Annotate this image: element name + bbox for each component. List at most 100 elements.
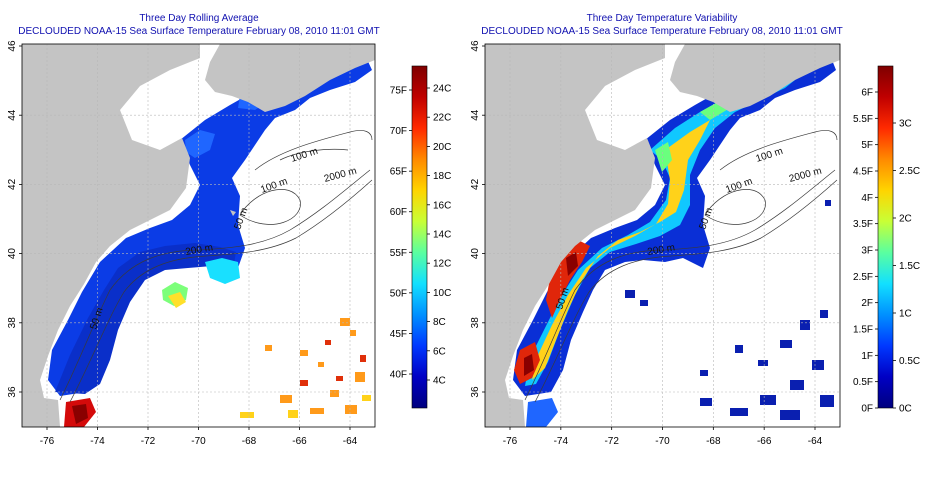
left-lon-label: -68 xyxy=(242,436,257,447)
right-land-nova-scotia xyxy=(670,44,840,112)
left-colorbar-f-label: 50F xyxy=(390,288,407,299)
left-lat-label: 38 xyxy=(7,317,18,329)
right-colorbar-c-label: 0.5C xyxy=(899,356,920,367)
right-lon-label: -68 xyxy=(706,436,721,447)
left-contour-label: 200 m xyxy=(185,242,214,258)
left-lon-label: -64 xyxy=(343,436,358,447)
right-var-hot-core xyxy=(524,252,578,376)
left-colorbar-f-label: 45F xyxy=(390,329,407,340)
left-colorbar-f-label: 40F xyxy=(390,370,407,381)
left-colorbar-f-label: 60F xyxy=(390,207,407,218)
right-lon-label: -72 xyxy=(604,436,619,447)
left-lat-label: 36 xyxy=(7,386,18,398)
right-bathymetry xyxy=(524,130,838,403)
right-lat-axis: 36 38 40 42 44 46 xyxy=(470,40,485,398)
left-sst-offshore-speckle-yellow xyxy=(240,395,371,418)
left-colorbar-c-ticks: 24C 22C 20C 18C 16C 14C 12C 10C 8C 6C 4C xyxy=(427,84,451,387)
right-colorbar-f-label: 1F xyxy=(861,351,873,362)
right-colorbar-f-label: 1.5F xyxy=(853,325,873,336)
left-map: 100 m 2000 m 100 m 50 m 200 m 50 m xyxy=(22,44,375,427)
right-gridlines xyxy=(485,44,840,427)
left-land-mainland xyxy=(22,44,200,427)
left-land-nova-scotia xyxy=(205,44,375,112)
left-lat-label: 40 xyxy=(7,248,18,260)
right-lon-label: -70 xyxy=(655,436,670,447)
left-colorbar-c-label: 20C xyxy=(433,142,451,153)
right-colorbar-f-label: 5.5F xyxy=(853,114,873,125)
left-lon-axis: -76 -74 -72 -70 -68 -66 -64 xyxy=(40,427,358,447)
right-var-high xyxy=(532,120,710,380)
left-colorbar-c-label: 22C xyxy=(433,113,451,124)
right-colorbar-f-label: 6F xyxy=(861,88,873,99)
right-lat-label: 36 xyxy=(470,386,481,398)
right-colorbar-f-label: 3.5F xyxy=(853,219,873,230)
left-sst-gulfstream-core xyxy=(72,404,88,424)
right-colorbar-f-label: 2.5F xyxy=(853,272,873,283)
left-lon-label: -76 xyxy=(40,436,55,447)
right-lon-label: -66 xyxy=(757,436,772,447)
right-subtitle: DECLOUDED NOAA-15 Sea Surface Temperatur… xyxy=(481,26,842,37)
right-colorbar-f-label: 2F xyxy=(861,298,873,309)
left-colorbar-c-label: 6C xyxy=(433,346,446,357)
right-lat-label: 46 xyxy=(470,40,481,52)
right-colorbar-f-label: 4.5F xyxy=(853,167,873,178)
left-colorbar-c-label: 14C xyxy=(433,230,451,241)
right-colorbar: 6F 5.5F 5F 4.5F 4F 3.5F 3F 2.5F 2F 1.5F 1F 0.5F 0F 3… xyxy=(853,65,920,415)
right-colorbar-f-label: 0.5F xyxy=(853,377,873,388)
left-colorbar-f-label: 55F xyxy=(390,248,407,259)
left-sst-deep xyxy=(55,243,236,394)
left-subtitle: DECLOUDED NOAA-15 Sea Surface Temperatur… xyxy=(18,26,379,37)
left-sst-offshore-speckle xyxy=(265,318,365,414)
right-lon-label: -64 xyxy=(808,436,823,447)
right-contour-label: 200 m xyxy=(647,242,676,258)
right-var-gulfstream xyxy=(526,398,558,427)
right-panel: Three Day Temperature Variability DECLOU… xyxy=(470,13,920,447)
right-var-hot xyxy=(514,240,590,384)
left-gridlines xyxy=(22,44,375,427)
right-land-mainland xyxy=(485,44,665,427)
left-bathymetry xyxy=(59,130,373,403)
right-colorbar-c-label: 1.5C xyxy=(899,261,920,272)
right-lon-axis: -76 -74 -72 -70 -68 -66 -64 xyxy=(503,427,823,447)
left-colorbar-f-ticks: 75F 70F 65F 60F 55F 50F 45F 40F xyxy=(390,86,412,381)
right-colorbar-c-label: 2C xyxy=(899,214,912,225)
right-var-mid xyxy=(525,68,805,386)
left-colorbar-f-label: 70F xyxy=(390,126,407,137)
right-lon-label: -74 xyxy=(554,436,569,447)
left-colorbar-c-label: 18C xyxy=(433,171,451,182)
left-lat-axis: 36 38 40 42 44 46 xyxy=(7,40,22,398)
left-colorbar: 75F 70F 65F 60F 55F 50F 45F 40F 24C 22C 20C 18C 16C… xyxy=(390,65,451,409)
left-lon-label: -74 xyxy=(90,436,105,447)
left-colorbar-c-label: 24C xyxy=(433,84,451,95)
right-colorbar-f-label: 5F xyxy=(861,140,873,151)
right-colorbar-c-label: 2.5C xyxy=(899,166,920,177)
right-colorbar-ramp xyxy=(877,65,894,409)
left-sst-warm-patch-2 xyxy=(168,292,186,308)
left-colorbar-c-label: 12C xyxy=(433,259,451,270)
right-var-offshore-speckle xyxy=(625,200,834,420)
left-colorbar-ramp xyxy=(411,65,428,409)
right-colorbar-f-label: 4F xyxy=(861,193,873,204)
right-colorbar-c-label: 1C xyxy=(899,309,912,320)
right-colorbar-f-label: 0F xyxy=(861,404,873,415)
right-colorbar-f-ticks: 6F 5.5F 5F 4.5F 4F 3.5F 3F 2.5F 2F 1.5F 1F 0.5F 0F xyxy=(853,88,878,415)
right-title: Three Day Temperature Variability xyxy=(587,13,738,24)
left-lon-label: -70 xyxy=(191,436,206,447)
left-lat-label: 42 xyxy=(7,178,18,190)
right-map: 100 m 2000 m 100 m 50 m 200 m 50 m xyxy=(485,44,840,427)
left-title: Three Day Rolling Average xyxy=(139,13,259,24)
left-colorbar-c-label: 4C xyxy=(433,376,446,387)
right-colorbar-c-ticks: 3C 2.5C 2C 1.5C 1C 0.5C 0C xyxy=(893,119,920,415)
right-lat-label: 44 xyxy=(470,109,481,121)
left-colorbar-c-label: 8C xyxy=(433,317,446,328)
right-colorbar-f-label: 3F xyxy=(861,246,873,257)
left-lon-label: -66 xyxy=(292,436,307,447)
left-sst-offshore-speckle-red xyxy=(300,340,366,386)
right-colorbar-c-label: 3C xyxy=(899,119,912,130)
left-lat-label: 46 xyxy=(7,40,18,52)
left-colorbar-c-label: 16C xyxy=(433,200,451,211)
left-lon-label: -72 xyxy=(141,436,156,447)
right-lat-label: 42 xyxy=(470,178,481,190)
left-colorbar-f-label: 75F xyxy=(390,86,407,97)
